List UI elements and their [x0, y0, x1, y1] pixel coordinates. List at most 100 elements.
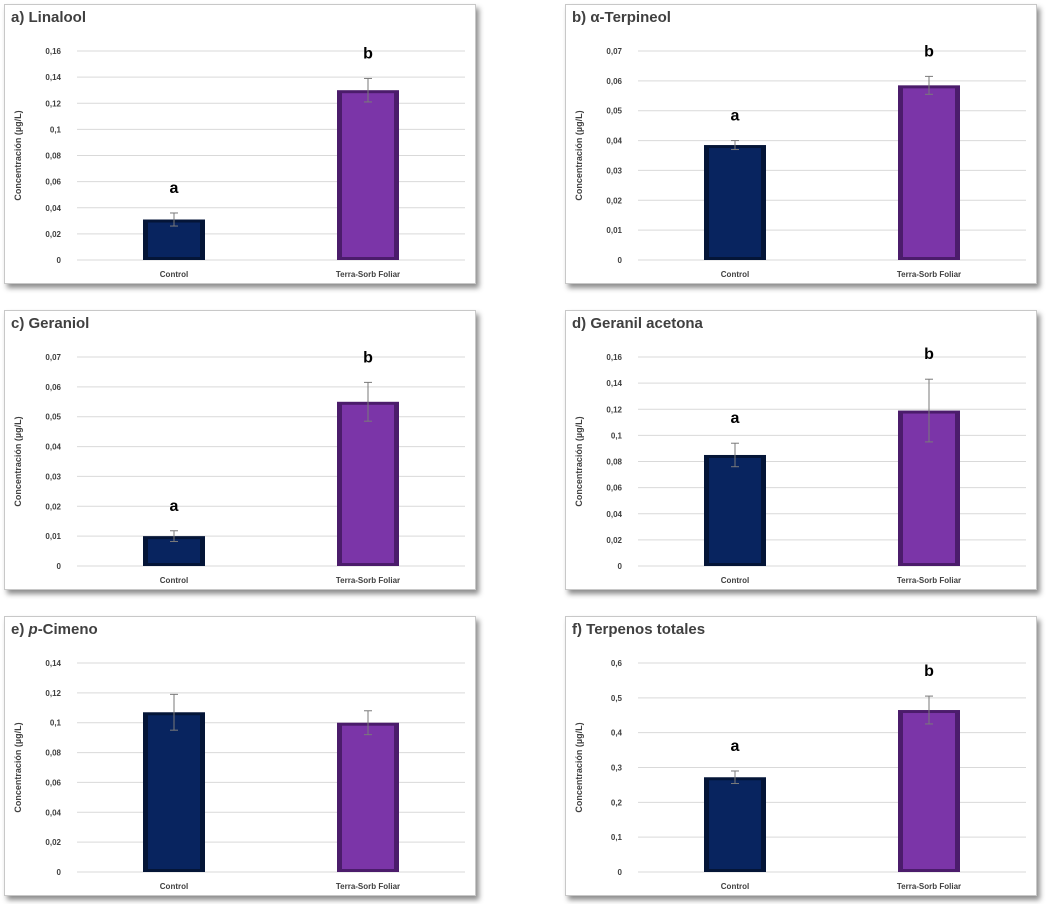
x-tick-label: Control — [160, 576, 188, 585]
title-prefix: e) — [11, 621, 29, 638]
chart-svg: 0 0,02 0,04 0,06 0,08 0,1 0,12 0,14 Concentració… — [13, 659, 465, 891]
bar-face — [148, 222, 200, 257]
y-tick-label: 0,08 — [606, 458, 622, 467]
significance-letter: a — [170, 498, 179, 515]
error-bar — [364, 381, 372, 422]
x-tick-label: Control — [721, 576, 749, 585]
bar — [898, 710, 960, 872]
chart-panel-geraniol: c) Geraniol 0 0,01 0,02 0,03 0,04 0,05 0,06 0,0… — [4, 310, 476, 590]
y-tick-label: 0 — [618, 562, 623, 571]
y-tick-label: 0,02 — [606, 196, 622, 205]
y-tick-label: 0,03 — [45, 472, 61, 481]
chart-title: d) Geranil acetona — [572, 315, 703, 332]
error-bar — [170, 530, 178, 543]
x-tick-label: Terra-Sorb Foliar — [897, 882, 961, 891]
y-tick-label: 0,04 — [606, 137, 622, 146]
y-tick-label: 0,4 — [611, 729, 623, 738]
bar-face — [709, 457, 761, 563]
error-bar — [364, 77, 372, 103]
y-axis-label: Concentración (µg/L) — [13, 722, 23, 812]
y-tick-label: 0,08 — [45, 152, 61, 161]
y-tick-label: 0,3 — [611, 764, 623, 773]
y-tick-label: 0,02 — [45, 230, 61, 239]
y-tick-label: 0,04 — [45, 204, 61, 213]
bar — [898, 410, 960, 566]
x-tick-label: Control — [721, 270, 749, 279]
y-tick-label: 0,1 — [50, 719, 62, 728]
significance-letter: a — [731, 108, 740, 125]
y-tick-label: 0,2 — [611, 798, 623, 807]
y-tick-label: 0,04 — [45, 808, 61, 817]
y-tick-label: 0,02 — [45, 502, 61, 511]
bar-face — [342, 93, 394, 257]
x-tick-label: Terra-Sorb Foliar — [897, 576, 961, 585]
chart-title: c) Geraniol — [11, 315, 90, 332]
bar-face — [148, 539, 200, 563]
y-tick-label: 0,02 — [606, 536, 622, 545]
y-tick-label: 0,14 — [606, 379, 622, 388]
y-tick-label: 0,16 — [45, 47, 61, 56]
y-tick-label: 0,1 — [611, 431, 623, 440]
chart-svg: 0 0,01 0,02 0,03 0,04 0,05 0,06 0,07 Concentraci… — [13, 349, 465, 585]
y-tick-label: 0,01 — [45, 532, 61, 541]
bar-face — [342, 404, 394, 563]
y-tick-label: 0 — [57, 256, 62, 265]
chart-panel-linalool: a) Linalool 0 0,02 0,04 0,06 0,08 0,1 0,12 0,14… — [4, 4, 476, 284]
y-tick-label: 0,1 — [611, 833, 623, 842]
y-tick-label: 0,14 — [45, 659, 61, 668]
y-tick-label: 0,06 — [45, 178, 61, 187]
y-tick-label: 0,06 — [606, 484, 622, 493]
y-tick-label: 0,04 — [45, 443, 61, 452]
y-axis-label: Concentración (µg/L) — [13, 416, 23, 506]
title-italic: p — [28, 621, 38, 638]
significance-letter: a — [170, 180, 179, 197]
chart-panel-alpha-terpineol: b) α-Terpineol 0 0,01 0,02 0,03 0,04 0,05 0,06… — [565, 4, 1037, 284]
chart-svg: 0 0,1 0,2 0,3 0,4 0,5 0,6 Concentración (µg/L) a… — [574, 659, 1026, 891]
significance-letter: b — [924, 346, 934, 363]
bar-face — [709, 148, 761, 257]
x-tick-label: Terra-Sorb Foliar — [336, 270, 400, 279]
chart-svg: 0 0,02 0,04 0,06 0,08 0,1 0,12 0,14 0,16 Concentr… — [574, 346, 1026, 585]
significance-letter: a — [731, 410, 740, 427]
bar-face — [903, 88, 955, 257]
chart-svg: 0 0,01 0,02 0,03 0,04 0,05 0,06 0,07 Concentraci… — [574, 43, 1026, 279]
bar-face — [709, 780, 761, 869]
y-tick-label: 0,07 — [606, 47, 622, 56]
y-axis-label: Concentración (µg/L) — [574, 110, 584, 200]
bar — [704, 777, 766, 872]
chart-panel-terpenos-totales: f) Terpenos totales 0 0,1 0,2 0,3 0,4 0,5 0,6 C… — [565, 616, 1037, 896]
chart-title: e) p-Cimeno — [11, 621, 98, 638]
bar — [143, 712, 205, 872]
title-suffix: -Cimeno — [37, 621, 98, 638]
significance-letter: b — [924, 663, 934, 680]
bar-face — [148, 715, 200, 869]
error-bar — [731, 140, 739, 151]
error-bar — [170, 212, 178, 227]
bar — [704, 454, 766, 566]
y-tick-label: 0,05 — [45, 413, 61, 422]
significance-letter: b — [363, 45, 373, 62]
bar — [337, 722, 399, 872]
y-tick-label: 0,5 — [611, 694, 623, 703]
y-tick-label: 0,02 — [45, 838, 61, 847]
bar-face — [342, 725, 394, 869]
significance-letter: b — [363, 349, 373, 366]
error-bar — [925, 378, 933, 443]
x-tick-label: Terra-Sorb Foliar — [336, 576, 400, 585]
y-tick-label: 0 — [618, 256, 623, 265]
y-tick-label: 0,6 — [611, 659, 623, 668]
y-tick-label: 0 — [57, 868, 62, 877]
y-tick-label: 0,12 — [606, 405, 622, 414]
y-tick-label: 0,06 — [45, 778, 61, 787]
error-bar — [731, 442, 739, 468]
x-tick-label: Control — [721, 882, 749, 891]
y-tick-label: 0,12 — [45, 99, 61, 108]
y-tick-label: 0,03 — [606, 166, 622, 175]
y-axis-label: Concentración (µg/L) — [574, 416, 584, 506]
chart-title: a) Linalool — [11, 9, 86, 26]
y-tick-label: 0,01 — [606, 226, 622, 235]
error-bar — [925, 695, 933, 725]
bar — [898, 85, 960, 260]
error-bar — [364, 710, 372, 736]
y-tick-label: 0,08 — [45, 749, 61, 758]
